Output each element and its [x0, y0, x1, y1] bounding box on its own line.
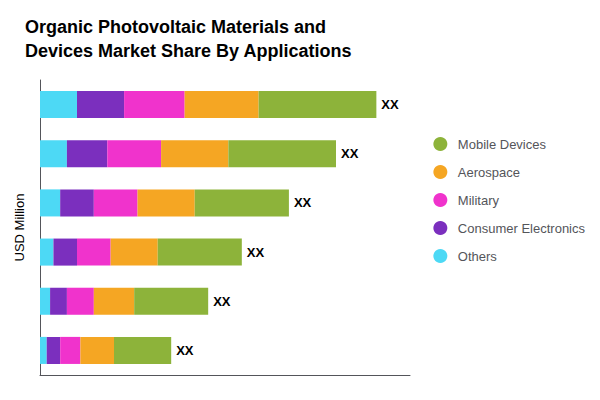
- svg-text:XX: XX: [213, 294, 231, 309]
- svg-text:USD Million: USD Million: [12, 194, 27, 262]
- svg-text:XX: XX: [341, 146, 359, 161]
- svg-text:Others: Others: [458, 249, 498, 264]
- svg-text:XX: XX: [381, 97, 399, 112]
- svg-text:Organic Photovoltaic Materials: Organic Photovoltaic Materials and: [25, 17, 326, 37]
- svg-text:XX: XX: [176, 343, 194, 358]
- svg-text:Devices Market Share By Applic: Devices Market Share By Applications: [25, 41, 351, 61]
- svg-text:XX: XX: [247, 245, 265, 260]
- svg-text:Aerospace: Aerospace: [458, 165, 520, 180]
- svg-text:Consumer Electronics: Consumer Electronics: [458, 221, 586, 236]
- svg-text:XX: XX: [294, 195, 312, 210]
- svg-text:Military: Military: [458, 193, 500, 208]
- svg-text:Mobile Devices: Mobile Devices: [458, 137, 547, 152]
